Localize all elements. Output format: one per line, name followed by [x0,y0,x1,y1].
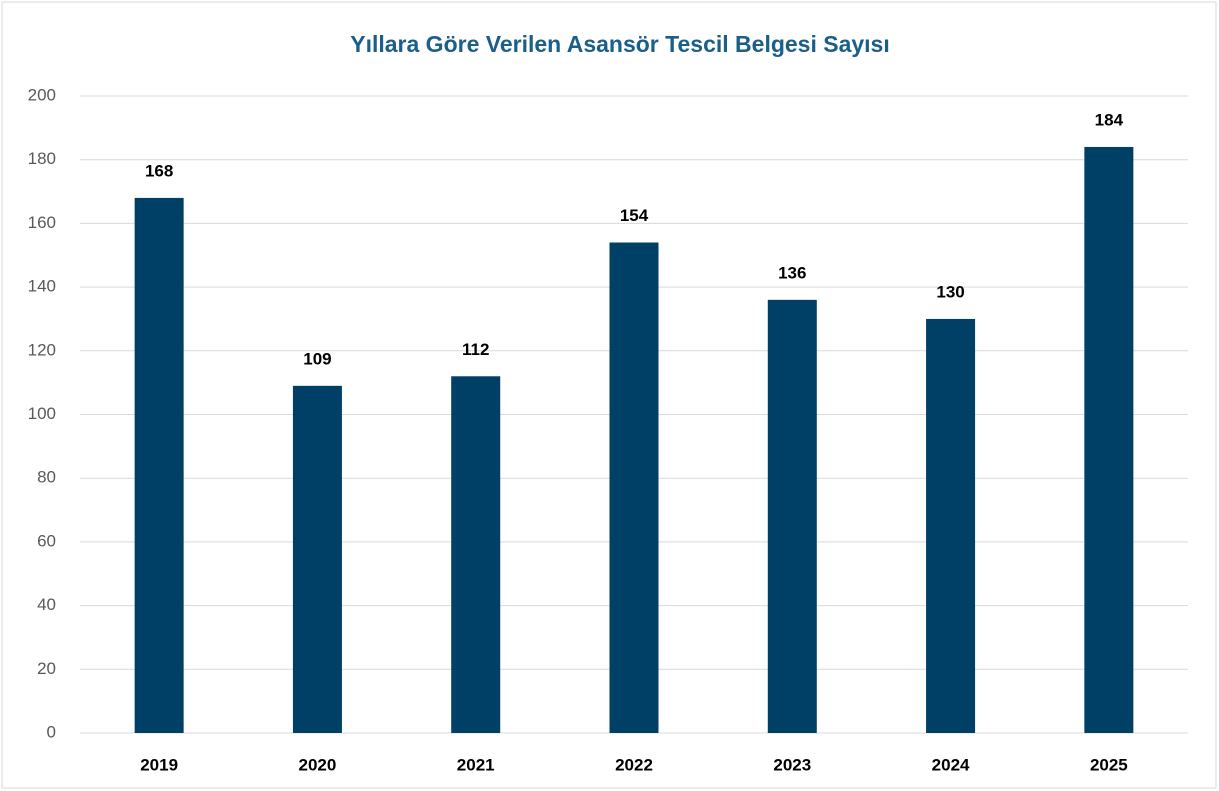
bar [134,197,184,734]
data-label: 130 [936,282,964,301]
y-tick-label: 0 [47,722,56,741]
x-tick-label: 2025 [1090,755,1128,774]
x-tick-label: 2022 [615,755,653,774]
bar [292,385,342,733]
y-tick-label: 120 [28,340,56,359]
y-tick-label: 40 [37,595,56,614]
data-label: 184 [1095,110,1124,129]
y-tick-label: 160 [28,213,56,232]
bar [926,318,976,733]
y-tick-label: 100 [28,404,56,423]
data-label: 136 [778,263,806,282]
y-tick-label: 20 [37,659,56,678]
data-label: 109 [303,349,331,368]
data-label: 154 [620,206,649,225]
x-tick-label: 2024 [932,755,970,774]
chart-title: Yıllara Göre Verilen Asansör Tescil Belg… [350,31,890,57]
x-tick-label: 2020 [299,755,337,774]
y-tick-label: 180 [28,149,56,168]
y-tick-label: 80 [37,468,56,487]
bar [767,299,817,733]
x-tick-label: 2021 [457,755,495,774]
bar [451,376,501,733]
x-tick-label: 2019 [140,755,178,774]
y-tick-label: 140 [28,277,56,296]
y-tick-label: 200 [28,85,56,104]
data-label: 168 [145,161,173,180]
x-tick-label: 2023 [773,755,811,774]
bar [609,242,659,733]
data-label: 112 [462,340,489,359]
y-tick-label: 60 [37,531,56,550]
bar [1084,146,1134,733]
